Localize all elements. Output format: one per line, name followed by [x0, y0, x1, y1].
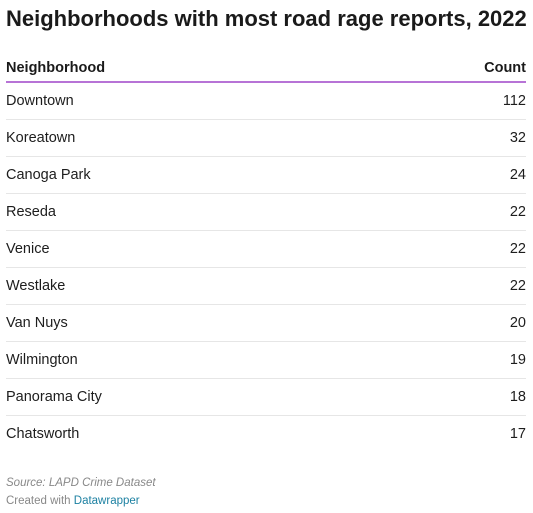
- column-header-count[interactable]: Count: [266, 52, 526, 83]
- cell-neighborhood: Chatsworth: [6, 426, 80, 442]
- table-row: Westlake 22: [6, 267, 526, 305]
- table-row: Canoga Park 24: [6, 156, 526, 194]
- cell-count: 20: [266, 304, 526, 342]
- cell-count: 32: [266, 119, 526, 157]
- table-row: Reseda 22: [6, 193, 526, 231]
- chart-container: Neighborhoods with most road rage report…: [6, 0, 527, 452]
- table-header-row: Neighborhood Count: [6, 52, 526, 83]
- cell-neighborhood: Koreatown: [6, 119, 266, 157]
- cell-neighborhood: Downtown: [6, 82, 266, 120]
- cell-count: 19: [266, 341, 526, 379]
- cell-count: 24: [266, 156, 526, 194]
- table-row: Downtown 112: [6, 82, 526, 120]
- table-row: Chatsworth 17: [6, 416, 526, 453]
- cell-count: 22: [266, 193, 526, 231]
- table-row: Venice 22: [6, 230, 526, 268]
- chart-footer: Source: LAPD Crime Dataset Created with …: [6, 474, 156, 510]
- cell-neighborhood: Venice: [6, 230, 266, 268]
- chart-title: Neighborhoods with most road rage report…: [6, 6, 527, 31]
- column-header-neighborhood[interactable]: Neighborhood: [6, 52, 266, 83]
- table-row: Koreatown 32: [6, 119, 526, 157]
- cell-count: 18: [266, 378, 526, 416]
- cell-count: 22: [266, 230, 526, 268]
- cell-count: 112: [266, 82, 526, 120]
- source-note: Source: LAPD Crime Dataset: [6, 477, 156, 489]
- data-table: Neighborhood Count Downtown 112 Koreatown 3…: [6, 52, 526, 452]
- cell-neighborhood: Wilmington: [6, 341, 266, 379]
- table-row: Wilmington 19: [6, 341, 526, 379]
- datawrapper-link[interactable]: Datawrapper: [73, 495, 140, 507]
- credit-prefix: Created with: [6, 495, 74, 507]
- cell-count: 17: [509, 426, 526, 442]
- cell-neighborhood: Westlake: [6, 267, 266, 305]
- cell-neighborhood: Panorama City: [6, 378, 266, 416]
- table-body: Downtown 112 Koreatown 32 Canoga Park 24 Resed…: [6, 82, 526, 452]
- cell-neighborhood: Reseda: [6, 193, 266, 231]
- table-row: Panorama City 18: [6, 378, 526, 416]
- cell-count: 22: [266, 267, 526, 305]
- credit-line: Created with Datawrapper: [6, 492, 156, 510]
- table-row: Van Nuys 20: [6, 304, 526, 342]
- cell-neighborhood: Van Nuys: [6, 304, 266, 342]
- cell-neighborhood: Canoga Park: [6, 156, 266, 194]
